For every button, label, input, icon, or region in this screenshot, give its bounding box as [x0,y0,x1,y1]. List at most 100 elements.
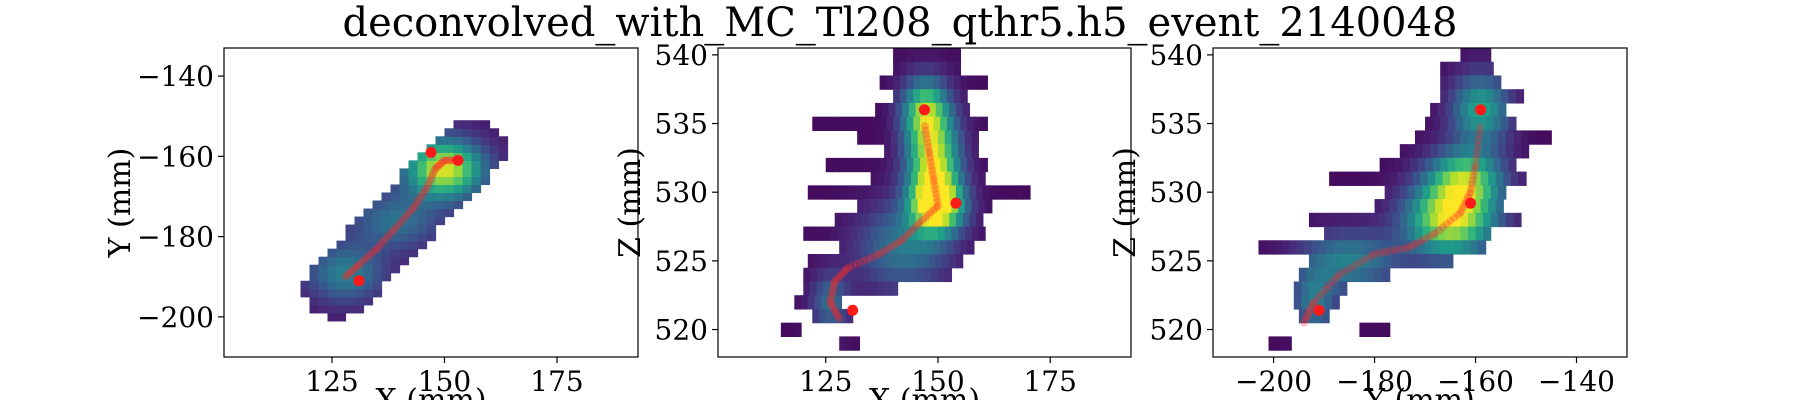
heatmap-cell [899,61,908,77]
heatmap-cell [917,171,926,186]
track-point [922,134,931,143]
heatmap-cell [814,185,822,200]
heatmap-cell [462,192,473,202]
heatmap-cell [381,256,392,266]
heatmap-cell [336,288,347,298]
heatmap-cell [825,116,834,131]
heatmap-cell [1520,130,1530,145]
heatmap-cell [462,120,473,129]
heatmap-cell [1339,226,1348,241]
y-tick-label: 525 [655,245,708,278]
heatmap-cell [888,185,896,200]
heatmap-cell [1414,212,1424,228]
heatmap-cell [902,102,910,118]
track-point [923,138,932,147]
track-point [373,244,381,253]
heatmap-cell [408,216,419,226]
heatmap-cell [920,89,928,104]
heatmap-cell [944,171,953,186]
track-point [828,285,837,294]
heatmap-cell [890,281,899,296]
heatmap-cell [1483,102,1492,118]
track-point [838,269,847,278]
heatmap-cell [1308,281,1318,296]
heatmap-cell [1407,254,1416,269]
heatmap-cell [852,240,861,255]
heatmap-cell [1462,240,1472,255]
track-point [832,309,841,318]
track-point [875,250,884,258]
heatmap-cell [794,295,802,310]
heatmap-cell [852,157,861,173]
heatmap-cell [877,199,885,214]
track-point [1473,142,1482,151]
heatmap-cell [816,267,825,283]
heatmap-cell [951,130,959,145]
heatmap-cell [1414,254,1424,269]
heatmap-cell [1432,116,1441,131]
heatmap-cell [1460,144,1469,159]
heatmap-cell [1467,102,1477,118]
heatmap-cell [345,224,356,234]
heatmap-cell [1442,171,1451,186]
heatmap-cell [336,296,347,306]
heatmap-cell [886,75,894,90]
heatmap-cell [318,280,329,290]
heatmap-cell [1382,322,1391,337]
heatmap-cell [971,130,979,145]
heatmap-cell [1392,254,1401,269]
heatmap-cell [964,130,973,145]
track-point [1465,190,1474,199]
heatmap-cell [908,185,917,200]
heatmap-cell [897,199,905,214]
heatmap-cell [884,144,892,159]
track-point [878,247,887,256]
heatmap-cell [1321,267,1330,283]
heatmap-cell [372,272,383,282]
heatmap-cell [1445,226,1454,241]
heatmap-cell [836,281,845,296]
heatmap-cell [1422,130,1431,145]
heatmap-cell [1452,185,1461,200]
heatmap-cell [807,295,816,310]
heatmap-cell [1437,130,1446,145]
heatmap-cell [953,240,962,255]
heatmap-cell [902,254,910,269]
heatmap-cell [1407,144,1416,159]
extreme-point [1475,104,1487,116]
heatmap-cell [1470,75,1479,90]
track-point [1307,303,1316,312]
heatmap-cell [327,280,338,290]
heatmap-cell [345,304,356,314]
heatmap-cell [1455,157,1464,173]
track-point [853,259,862,268]
heatmap-cell [832,116,840,131]
heatmap-cell [949,254,957,269]
heatmap-cell [1510,171,1520,186]
heatmap-cell [877,130,885,145]
heatmap-cell [1399,144,1408,159]
track-point [391,224,399,233]
heatmap-cell [1455,240,1464,255]
heatmap-cell [922,212,930,228]
track-point [430,166,439,175]
heatmap-cell [1427,171,1436,186]
heatmap-cell [812,116,820,131]
track-point [419,189,428,198]
heatmap-cell [944,267,953,283]
heatmap-cell [435,192,446,202]
heatmap-cell [1374,267,1383,283]
heatmap-cell [435,200,446,210]
heatmap-cell [1490,130,1499,145]
heatmap-cell [958,226,966,241]
heatmap-cell [444,152,455,161]
heatmap-cell [1313,267,1323,283]
heatmap-cell [946,89,955,104]
heatmap-cell [857,281,865,296]
heatmap-cell [1293,295,1302,310]
heatmap-cell [863,226,872,241]
heatmap-cell [1397,199,1406,214]
heatmap-cell [408,240,419,250]
heatmap-cell [1432,157,1441,173]
heatmap-cell [906,48,914,63]
